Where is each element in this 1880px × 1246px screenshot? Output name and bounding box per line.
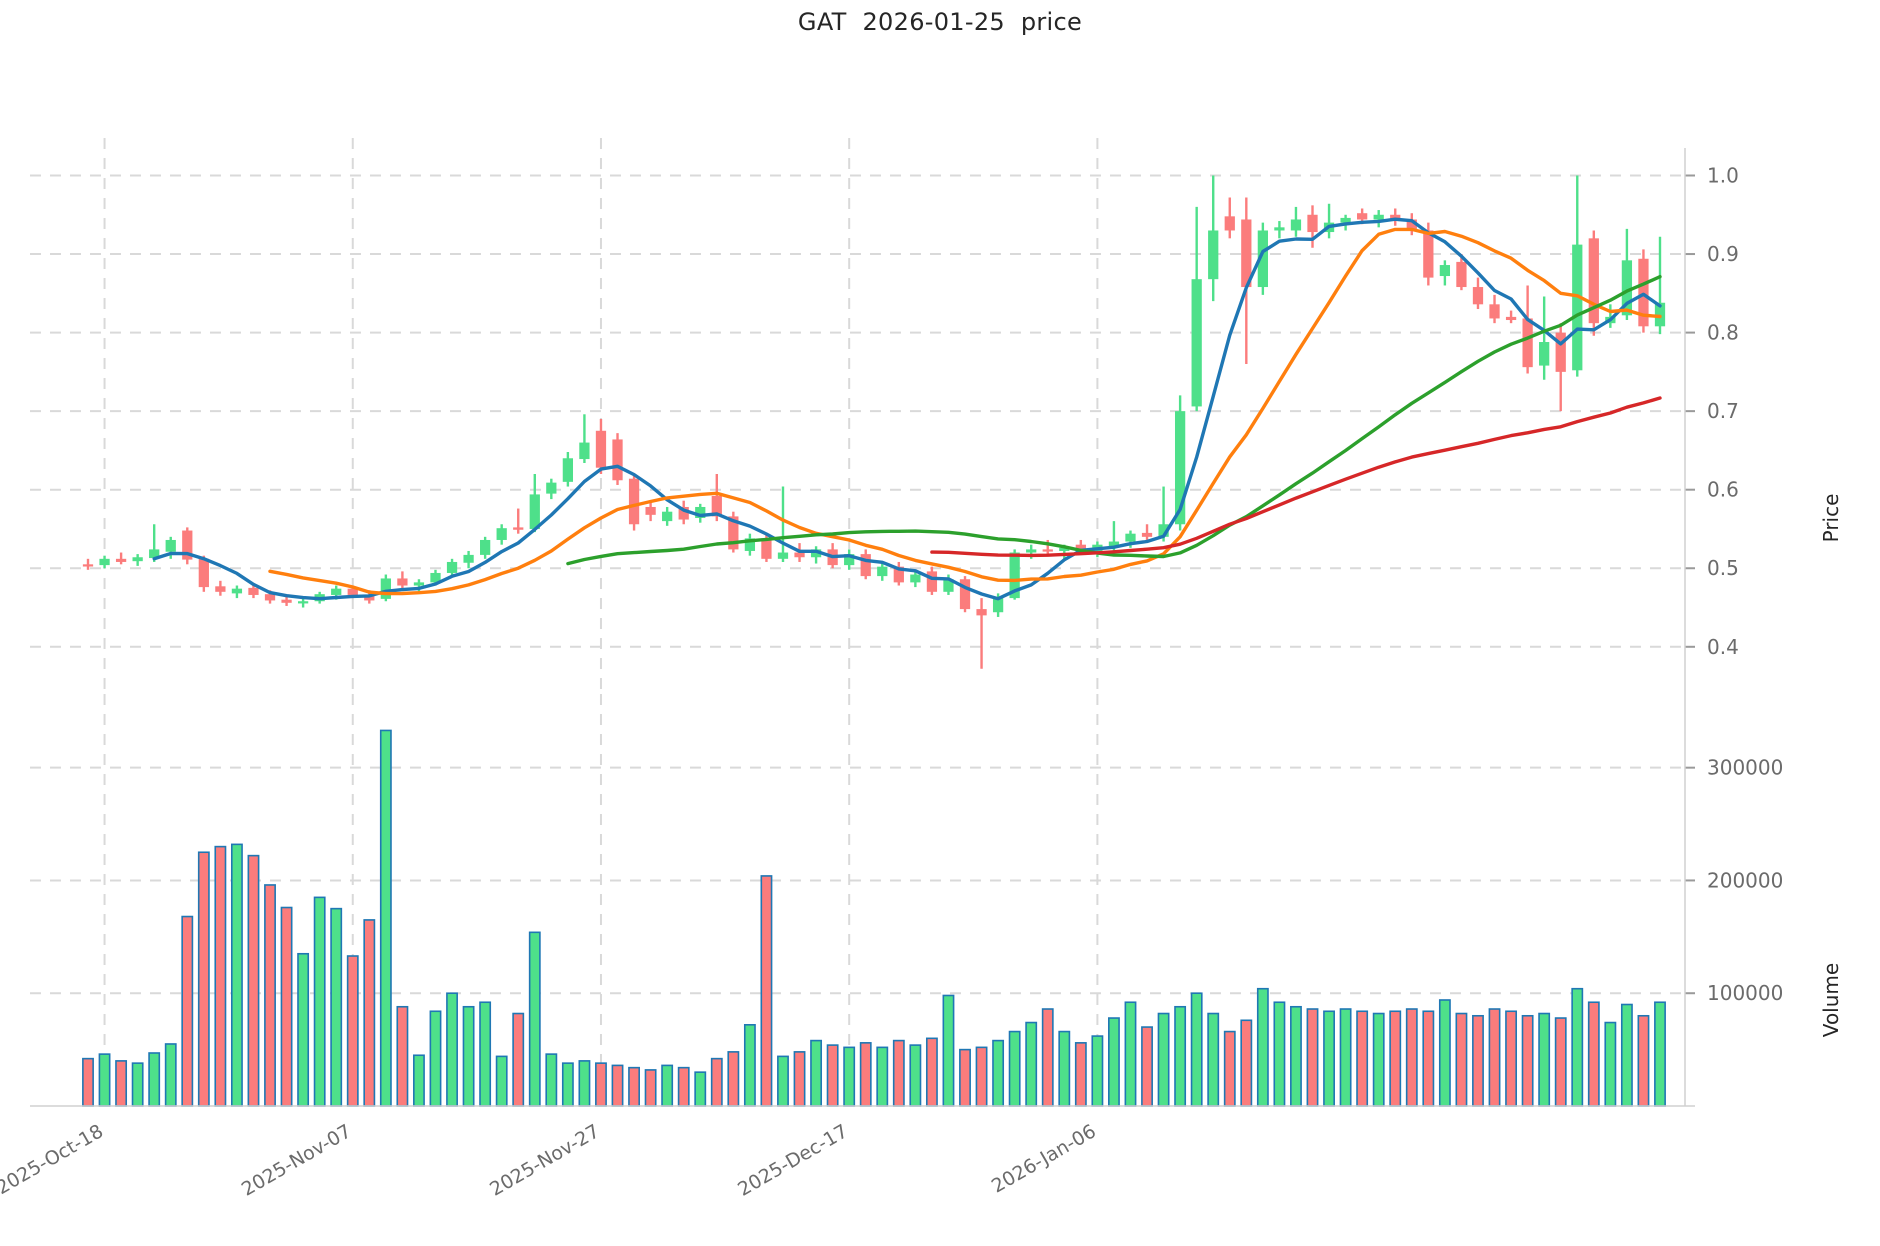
volume-tick-label: 300000 [1707,756,1783,780]
price-tick-label: 0.8 [1707,321,1739,345]
x-tick-label: 2025-Nov-07 [238,1120,355,1200]
price-axis-ticks: 0.4 0.5 0.6 0.7 0.8 0.9 1.0 [1685,163,1739,659]
price-grid [30,174,1685,648]
ma-long-line [566,275,1662,566]
x-tick-label: 2025-Oct-18 [0,1120,107,1199]
x-tick-label: 2026-Jan-06 [988,1120,1100,1197]
ma-xlong-line [930,396,1662,558]
vertical-grid [103,138,1099,1106]
price-tick-label: 0.4 [1707,635,1739,659]
price-tick-label: 0.9 [1707,242,1739,266]
ma-short-line [152,217,1662,601]
volume-bar-series [82,729,1666,1107]
x-axis-ticks: 2025-Oct-18 2025-Nov-07 2025-Nov-27 2025-De… [0,1120,1100,1201]
ma-mid-line [268,227,1662,596]
volume-axis-ticks: 100000 200000 300000 [1685,756,1783,1005]
price-axis-title: Price [1819,494,1843,543]
price-tick-label: 0.6 [1707,478,1739,502]
volume-tick-label: 100000 [1707,981,1783,1005]
x-tick-label: 2025-Dec-17 [734,1120,852,1201]
moving-average-lines [152,217,1662,601]
volume-axis-title: Volume [1819,963,1843,1037]
price-tick-label: 0.5 [1707,556,1739,580]
price-tick-label: 1.0 [1707,163,1739,187]
price-tick-label: 0.7 [1707,399,1739,423]
volume-grid [30,766,1685,995]
candlestick-series [82,175,1666,669]
x-tick-label: 2025-Nov-27 [486,1120,603,1200]
chart-title: GAT 2026-01-25 price [797,8,1083,36]
volume-tick-label: 200000 [1707,868,1783,892]
